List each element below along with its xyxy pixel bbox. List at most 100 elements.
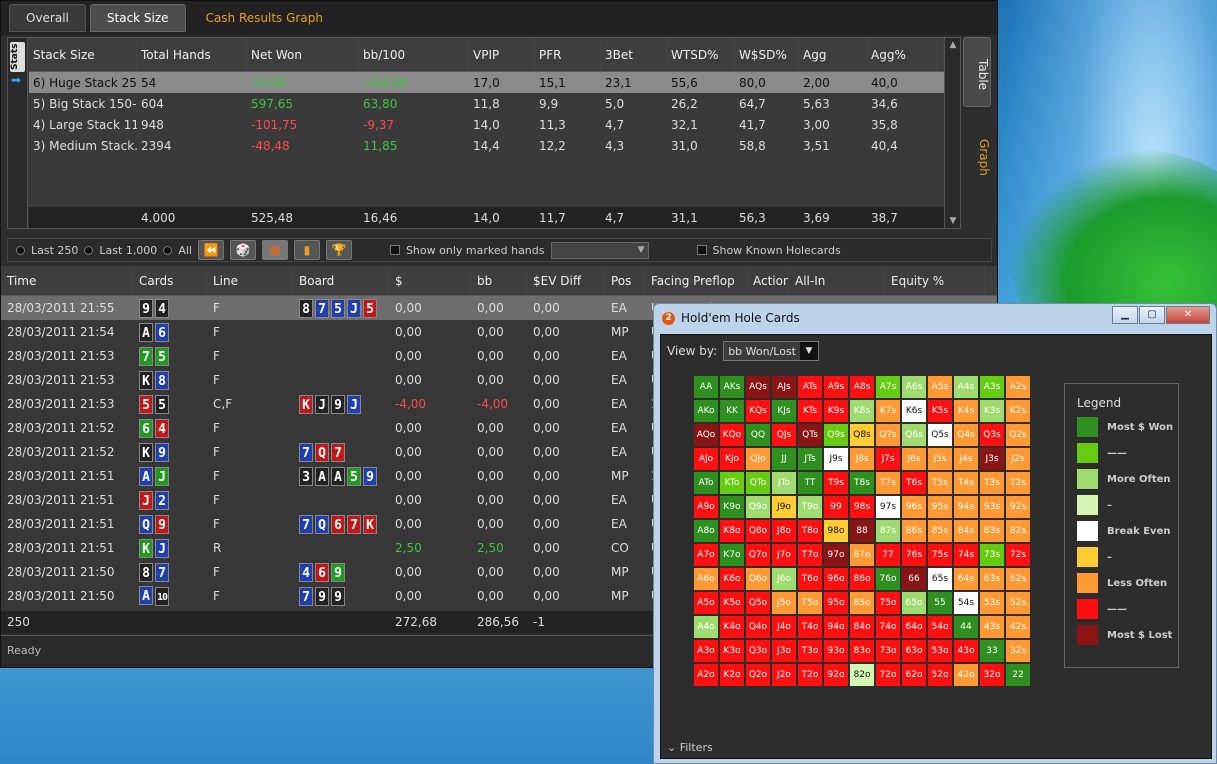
tab-table[interactable]: Table	[963, 37, 991, 107]
hand-cell[interactable]: T6s	[902, 472, 926, 494]
hand-cell[interactable]: Q8o	[746, 520, 770, 542]
hand-cell[interactable]: K5o	[720, 592, 744, 614]
hand-cell[interactable]: A5o	[694, 592, 718, 614]
hand-cell[interactable]: J9s	[824, 448, 848, 470]
hand-cell[interactable]: 54s	[954, 592, 978, 614]
dice-button[interactable]: 🎲	[229, 240, 256, 260]
last1000-label[interactable]: Last 1,000	[99, 243, 158, 257]
hand-cell[interactable]: A6o	[694, 568, 718, 590]
hand-cell[interactable]: T4o	[798, 616, 822, 638]
hand-cell[interactable]: K6o	[720, 568, 744, 590]
hand-cell[interactable]: QJs	[772, 424, 796, 446]
tab-cash-results-graph[interactable]: Cash Results Graph	[205, 11, 323, 25]
hand-cell[interactable]: AKo	[694, 400, 718, 422]
hand-cell[interactable]: 94s	[954, 496, 978, 518]
hand-cell[interactable]: JTo	[772, 472, 796, 494]
close-button[interactable]: ✕	[1166, 306, 1210, 324]
hand-cell[interactable]: 84s	[954, 520, 978, 542]
hand-cell[interactable]: AQs	[746, 376, 770, 398]
hand-cell[interactable]: AQo	[694, 424, 718, 446]
hand-cell[interactable]: K3o	[720, 640, 744, 662]
hand-cell[interactable]: TT	[798, 472, 822, 494]
hand-cell[interactable]: 96o	[824, 568, 848, 590]
scroll-down-icon[interactable]: ▼	[949, 216, 957, 226]
stats-row[interactable]: 3) Medium Stack... 2394 -48,48 11,85 14,4 12,…	[29, 135, 944, 156]
hand-cell[interactable]: KK	[720, 400, 744, 422]
hand-cell[interactable]: J2o	[772, 664, 796, 686]
last250-label[interactable]: Last 250	[31, 243, 79, 257]
hand-cell[interactable]: Q5o	[746, 592, 770, 614]
hand-cell[interactable]: QTs	[798, 424, 822, 446]
column-header[interactable]: Equity %	[885, 266, 985, 295]
hand-cell[interactable]: 82o	[850, 664, 874, 686]
hand-cell[interactable]: K7o	[720, 544, 744, 566]
hand-cell[interactable]: Q6s	[902, 424, 926, 446]
all-radio[interactable]	[163, 245, 173, 255]
tab-overall[interactable]: Overall	[9, 4, 86, 32]
hand-cell[interactable]: 52s	[1006, 592, 1030, 614]
hand-cell[interactable]: 92o	[824, 664, 848, 686]
hand-cell[interactable]: 62o	[902, 664, 926, 686]
hand-cell[interactable]: 98s	[850, 496, 874, 518]
hand-cell[interactable]: A4s	[954, 376, 978, 398]
hand-cell[interactable]: A2o	[694, 664, 718, 686]
hand-cell[interactable]: 88	[850, 520, 874, 542]
hand-cell[interactable]: Q3o	[746, 640, 770, 662]
known-holecards-checkbox[interactable]	[696, 245, 707, 255]
column-header[interactable]: Total Hands	[137, 38, 247, 71]
hand-cell[interactable]: AKs	[720, 376, 744, 398]
hand-cell[interactable]: A3s	[980, 376, 1004, 398]
column-header[interactable]: VPIP	[469, 38, 535, 71]
hand-cell[interactable]: 52o	[928, 664, 952, 686]
hand-cell[interactable]: A2s	[1006, 376, 1030, 398]
column-header[interactable]: Stack Size	[29, 38, 137, 71]
hand-cell[interactable]: 95o	[824, 592, 848, 614]
hand-cell[interactable]: T2o	[798, 664, 822, 686]
column-header[interactable]: $	[389, 266, 471, 295]
marked-hands-dropdown[interactable]: ▼	[550, 241, 649, 259]
hand-cell[interactable]: 43o	[954, 640, 978, 662]
hand-cell[interactable]: 93s	[980, 496, 1004, 518]
column-header[interactable]: WTSD%	[667, 38, 735, 71]
hand-cell[interactable]: J7o	[772, 544, 796, 566]
hand-cell[interactable]: 97s	[876, 496, 900, 518]
hand-cell[interactable]: J8s	[850, 448, 874, 470]
hand-cell[interactable]: K8s	[850, 400, 874, 422]
hand-cell[interactable]: T9s	[824, 472, 848, 494]
hand-cell[interactable]: 92s	[1006, 496, 1030, 518]
maximize-button[interactable]: ▢	[1139, 306, 1165, 324]
hand-cell[interactable]: 86o	[850, 568, 874, 590]
hand-cell[interactable]: 42o	[954, 664, 978, 686]
chart-button[interactable]: ▮	[293, 240, 320, 260]
tab-graph[interactable]: Graph	[977, 138, 991, 176]
hand-cell[interactable]: KJs	[772, 400, 796, 422]
hand-cell[interactable]: 64o	[902, 616, 926, 638]
hand-cell[interactable]: QQ	[746, 424, 770, 446]
marked-hands-checkbox[interactable]	[389, 245, 400, 255]
hand-cell[interactable]: K8o	[720, 520, 744, 542]
column-header[interactable]: bb/100	[359, 38, 469, 71]
hand-cell[interactable]: Q3s	[980, 424, 1004, 446]
hand-cell[interactable]: 42s	[1006, 616, 1030, 638]
hand-cell[interactable]: J6o	[772, 568, 796, 590]
hand-cell[interactable]: K9o	[720, 496, 744, 518]
hand-cell[interactable]: J8o	[772, 520, 796, 542]
hand-cell[interactable]: QJo	[746, 448, 770, 470]
hand-cell[interactable]: 85o	[850, 592, 874, 614]
hand-cell[interactable]: 87o	[850, 544, 874, 566]
hand-cell[interactable]: Q4o	[746, 616, 770, 638]
column-header[interactable]: Agg%	[867, 38, 937, 71]
hand-cell[interactable]: A5s	[928, 376, 952, 398]
hand-cell[interactable]: 63s	[980, 568, 1004, 590]
hand-cell[interactable]: KTo	[720, 472, 744, 494]
column-header[interactable]: Net Won	[247, 38, 359, 71]
grid-button[interactable]: ▦	[261, 240, 288, 260]
stats-row[interactable]: 6) Huge Stack 25... 54 70,08 +64,58 17,0 15,1…	[29, 72, 944, 93]
scroll-up-icon[interactable]: ▲	[949, 40, 957, 50]
hand-cell[interactable]: ATs	[798, 376, 822, 398]
hand-cell[interactable]: K2o	[720, 664, 744, 686]
hand-cell[interactable]: 82s	[1006, 520, 1030, 542]
